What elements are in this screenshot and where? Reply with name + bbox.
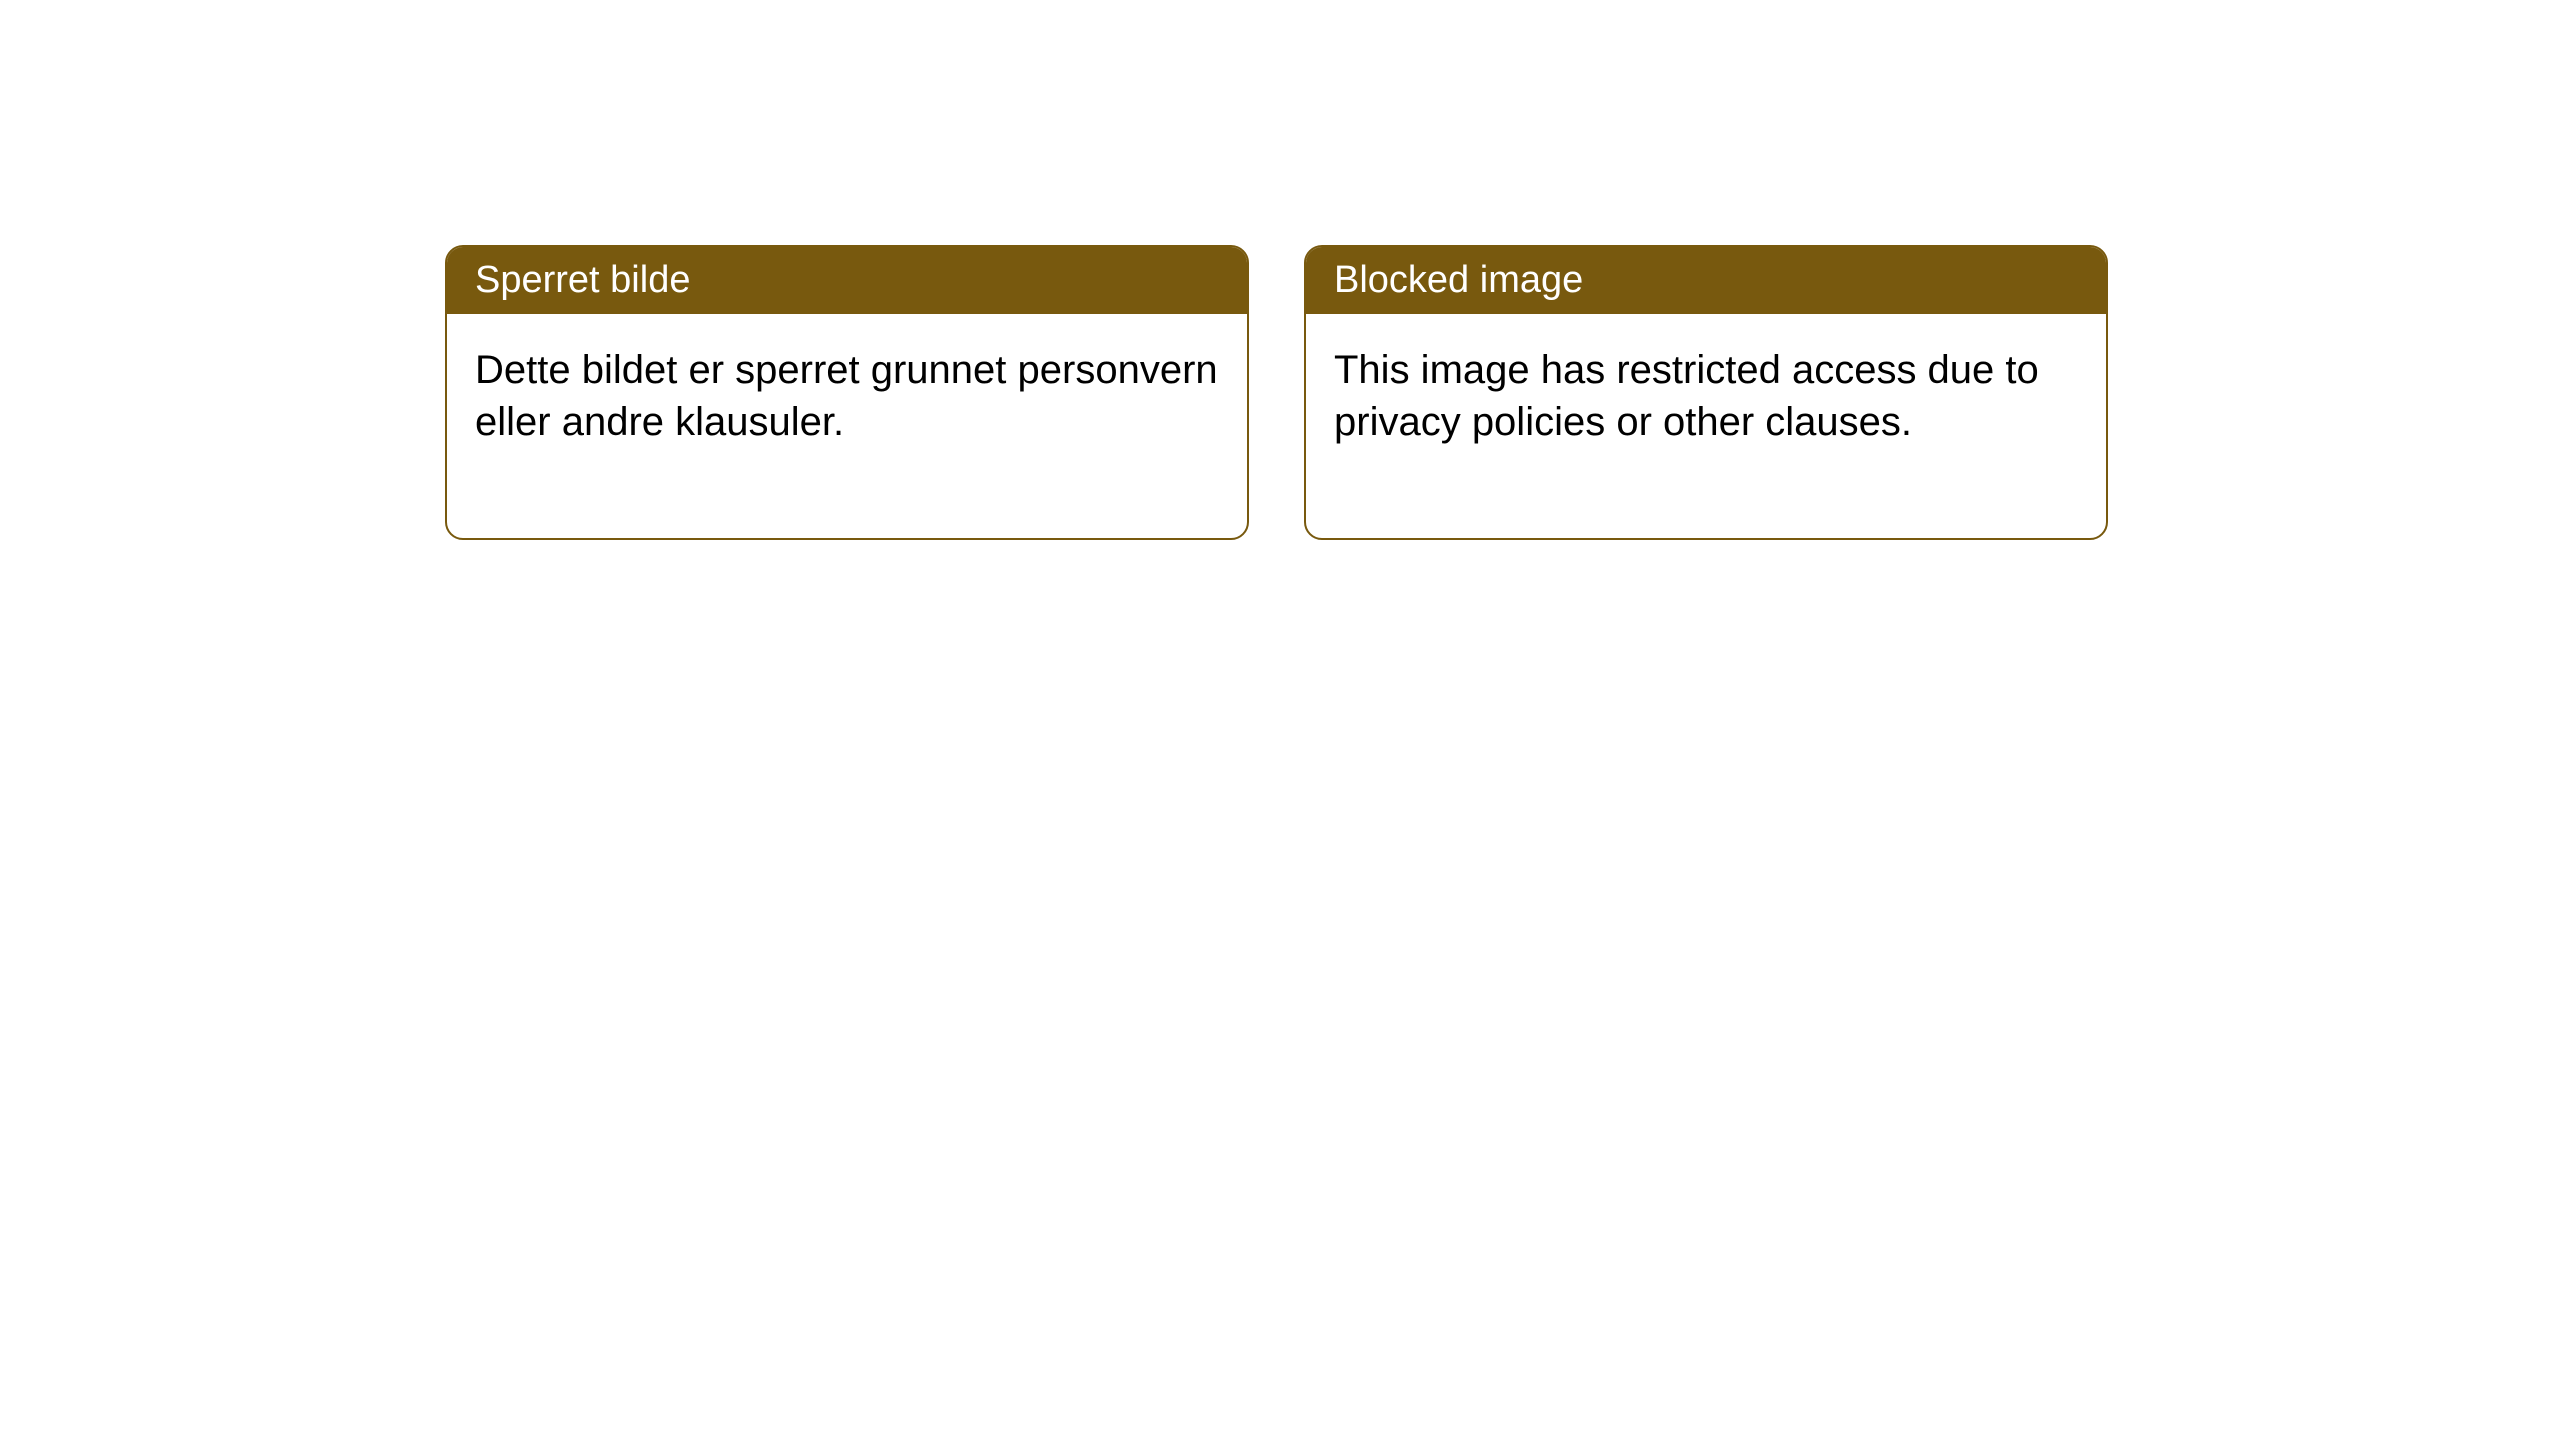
- notice-header-right: Blocked image: [1306, 247, 2106, 314]
- notice-box-left: Sperret bilde Dette bildet er sperret gr…: [445, 245, 1249, 540]
- notice-container: Sperret bilde Dette bildet er sperret gr…: [0, 0, 2560, 540]
- notice-header-left: Sperret bilde: [447, 247, 1247, 314]
- notice-box-right: Blocked image This image has restricted …: [1304, 245, 2108, 540]
- notice-body-left: Dette bildet er sperret grunnet personve…: [447, 314, 1247, 538]
- notice-body-right: This image has restricted access due to …: [1306, 314, 2106, 538]
